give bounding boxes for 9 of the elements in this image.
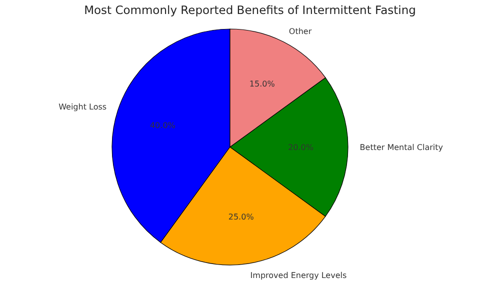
data-label: 20.0% (288, 142, 314, 152)
slice-label: Better Mental Clarity (360, 142, 444, 152)
data-label: 25.0% (228, 212, 254, 222)
slice-label: Improved Energy Levels (250, 271, 347, 280)
slice-label: Weight Loss (58, 102, 107, 112)
chart-title: Most Commonly Reported Benefits of Intermittent Fasting (84, 3, 416, 17)
slice-label: Other (288, 27, 312, 36)
data-label: 15.0% (249, 80, 276, 89)
data-label: 40.0% (150, 120, 176, 130)
